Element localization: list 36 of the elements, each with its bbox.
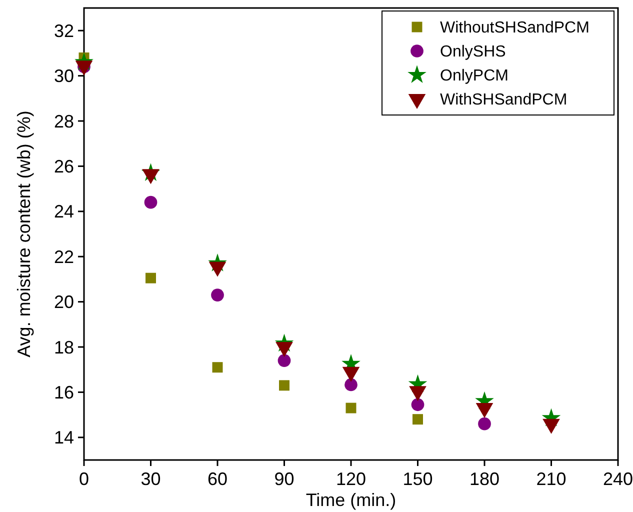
point [144,196,158,209]
legend-label: OnlySHS [440,44,506,61]
point [412,414,423,425]
y-tick-label: 16 [54,382,74,402]
x-tick-label: 240 [602,469,633,489]
y-tick-label: 30 [54,66,74,86]
y-tick-label: 22 [54,246,74,267]
x-tick-label: 180 [469,469,500,489]
y-tick-label: 26 [54,156,74,176]
point [344,378,358,392]
point [278,354,291,367]
x-tick-label: 120 [336,469,366,489]
x-tick-label: 30 [140,469,161,489]
point [146,272,156,284]
y-tick-label: 14 [54,428,74,448]
point [411,398,424,412]
y-tick-label: 24 [54,202,74,222]
legend-label: WithSHSandPCM [440,92,568,109]
x-tick-label: 90 [274,469,294,489]
y-axis-title: Avg. moisture content (wb) (%) [14,110,34,358]
y-tick-label: 32 [54,20,74,41]
x-axis-title: Time (min.) [306,490,396,510]
x-tick-label: 60 [207,469,228,489]
legend-label: OnlyPCM [440,68,508,85]
y-tick-label: 18 [54,337,74,358]
x-tick-label: 210 [536,469,566,489]
point [346,402,356,414]
point [212,362,223,373]
legend-label: WithoutSHSandPCM [440,20,590,37]
point [211,288,224,302]
x-tick-label: 150 [402,469,433,489]
y-tick-label: 28 [54,111,74,132]
y-tick-label: 20 [54,292,74,312]
point [279,380,290,391]
point [478,417,491,430]
x-tick-label: 0 [78,469,90,489]
